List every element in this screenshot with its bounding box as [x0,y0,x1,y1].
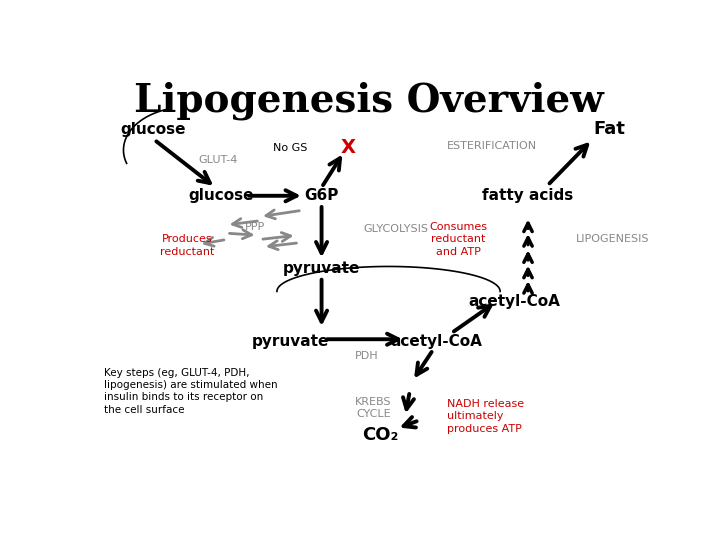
Text: ESTERIFICATION: ESTERIFICATION [446,141,537,151]
Text: LIPOGENESIS: LIPOGENESIS [575,234,649,245]
Text: pyruvate: pyruvate [252,334,330,349]
Text: Produces
reductant: Produces reductant [161,234,215,257]
Text: glucose: glucose [121,122,186,137]
Text: GLYCOLYSIS: GLYCOLYSIS [364,224,428,234]
Text: KREBS
CYCLE: KREBS CYCLE [355,397,392,419]
Text: acetyl-CoA: acetyl-CoA [468,294,560,309]
Text: X: X [341,138,355,158]
Text: Key steps (eg, GLUT-4, PDH,
lipogenesis) are stimulated when
insulin binds to it: Key steps (eg, GLUT-4, PDH, lipogenesis)… [104,368,278,415]
Text: Fat: Fat [593,120,625,138]
Text: acetyl-CoA: acetyl-CoA [390,334,482,349]
Text: fatty acids: fatty acids [482,188,574,203]
Text: PPP: PPP [245,222,265,232]
Text: glucose: glucose [189,188,254,203]
Text: Lipogenesis Overview: Lipogenesis Overview [134,82,604,120]
Text: PDH: PDH [354,351,378,361]
Text: pyruvate: pyruvate [283,261,360,276]
Text: No GS: No GS [274,143,307,153]
Text: Consumes
reductant
and ATP: Consumes reductant and ATP [429,222,487,257]
Text: CO₂: CO₂ [362,426,398,444]
Text: G6P: G6P [305,188,338,203]
Text: GLUT-4: GLUT-4 [199,156,238,165]
Text: NADH release
ultimately
produces ATP: NADH release ultimately produces ATP [447,399,524,434]
